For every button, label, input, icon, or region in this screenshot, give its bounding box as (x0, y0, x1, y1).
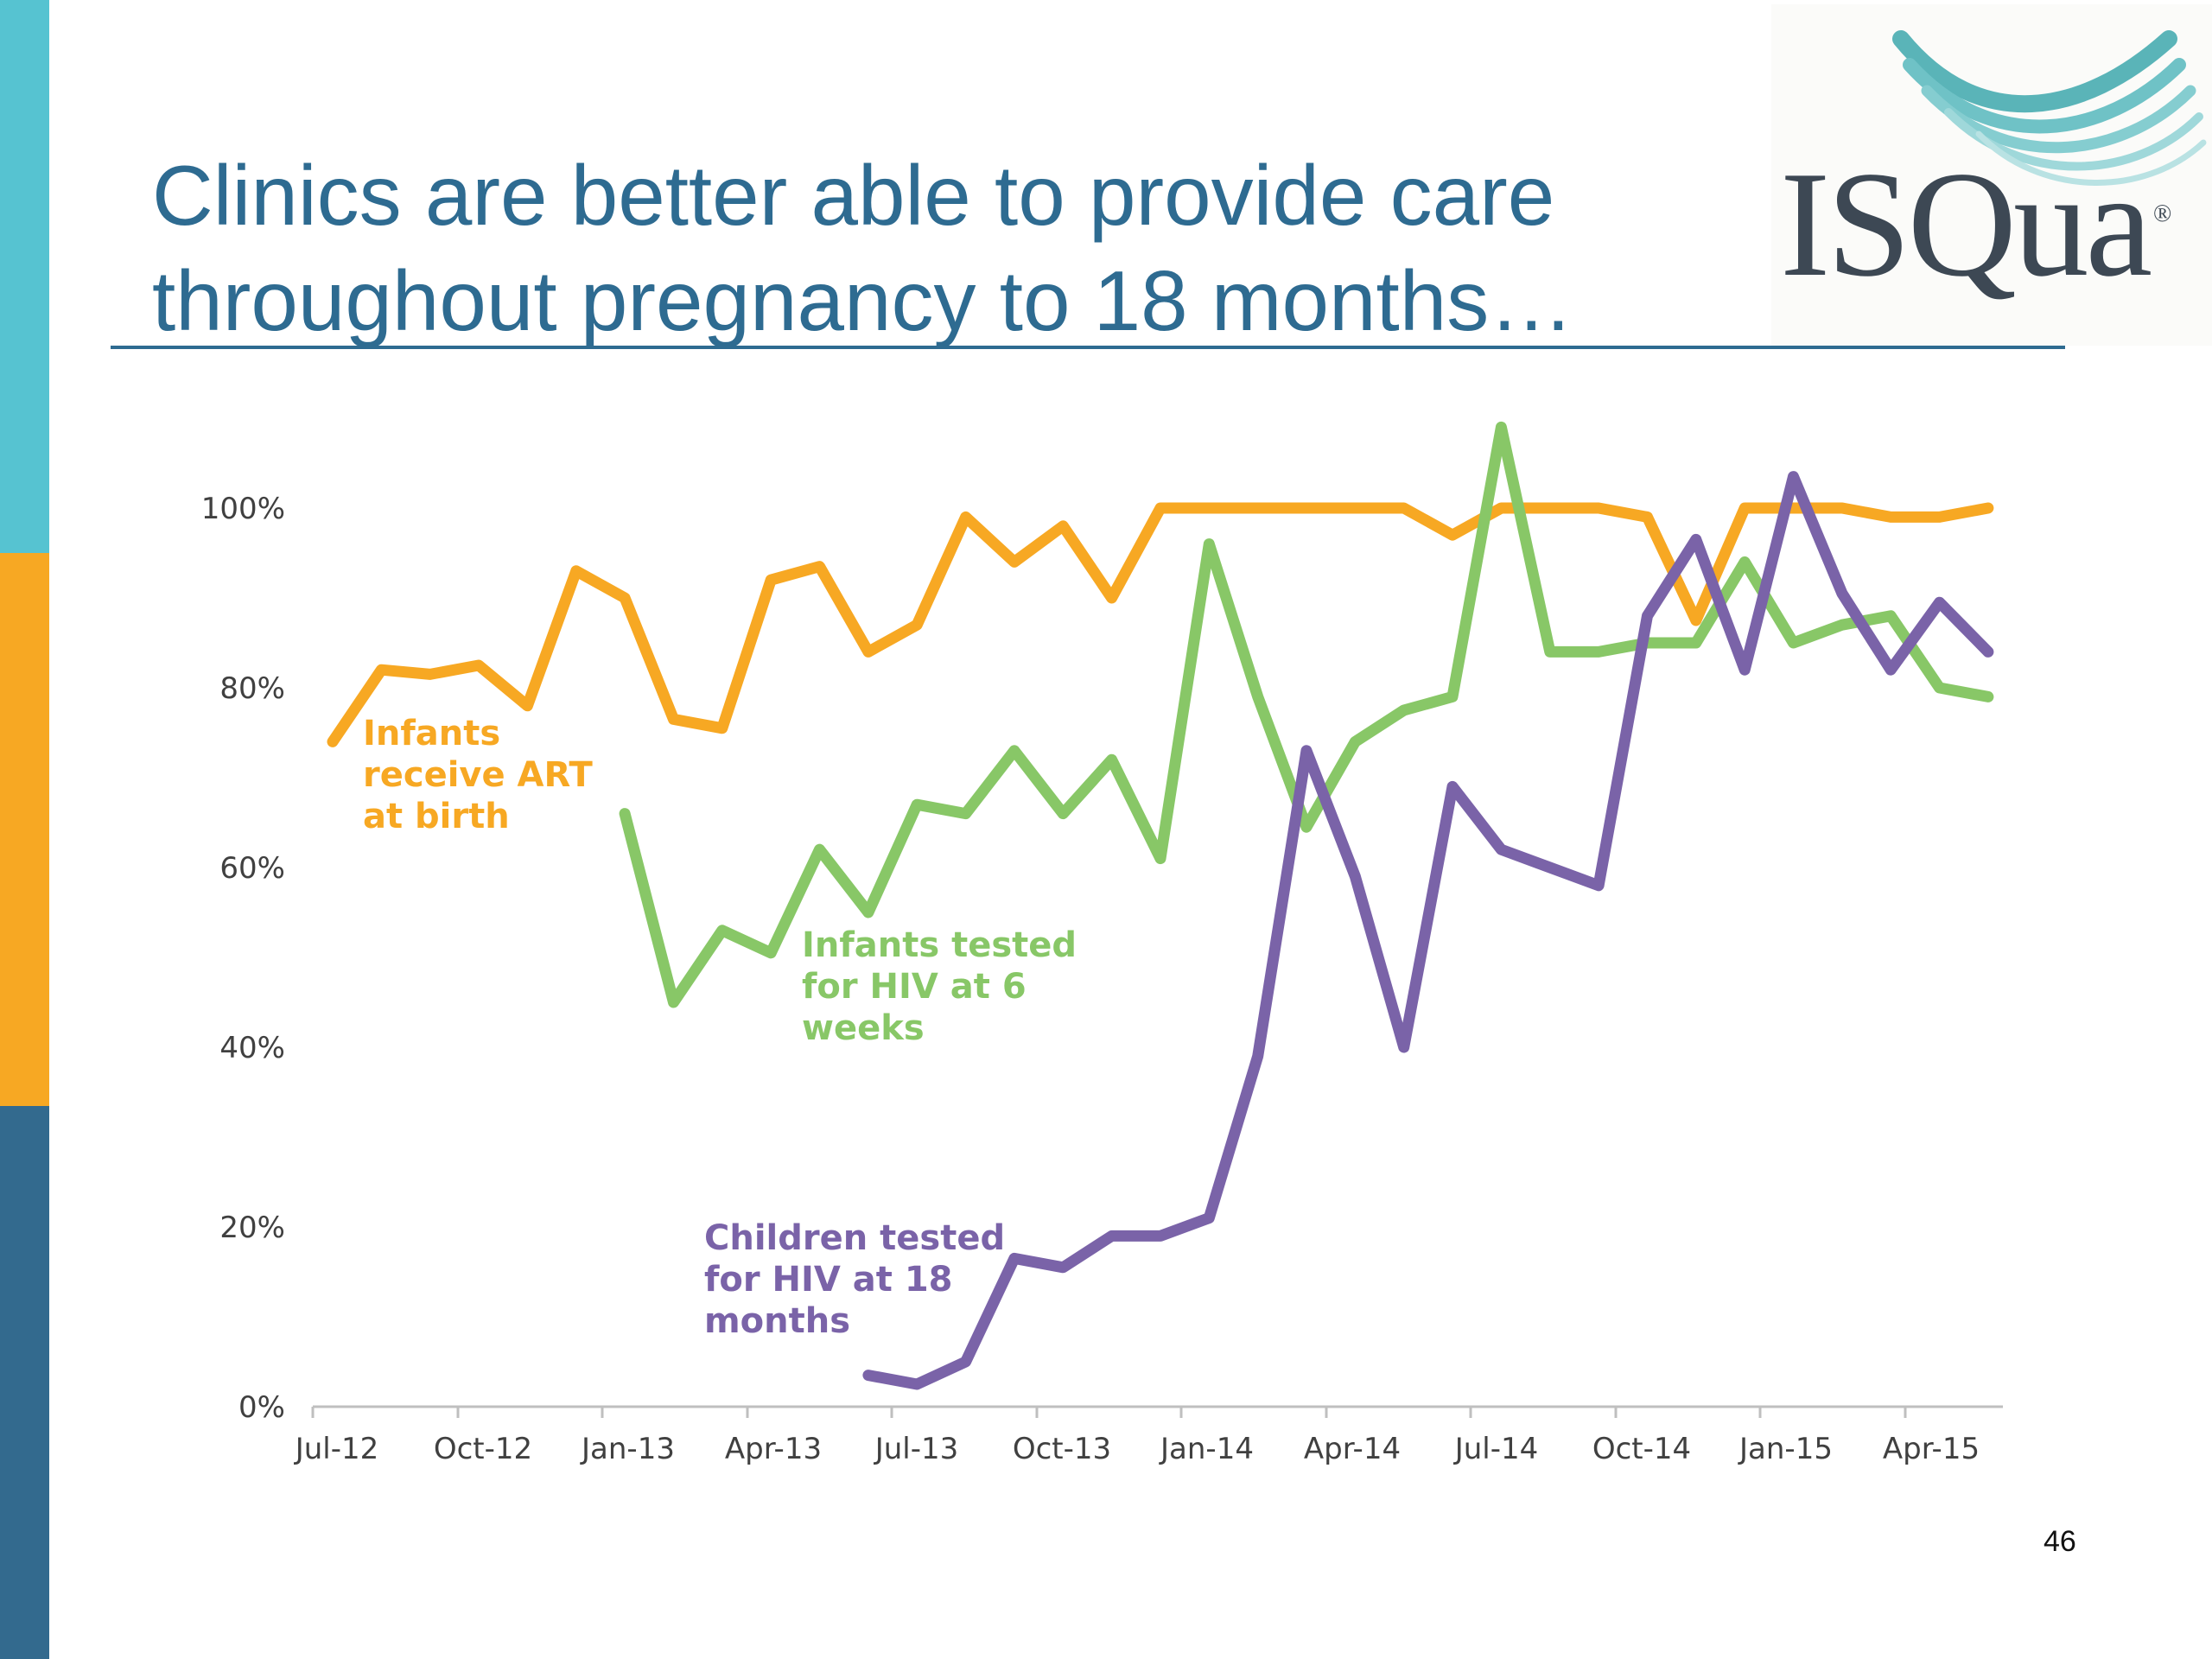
x-tick-label: Jan-13 (580, 1432, 675, 1466)
x-tick-label: Apr-14 (1304, 1432, 1401, 1466)
side-bar-teal (0, 0, 49, 553)
slide-title-line-2: throughout pregnancy to 18 months… (152, 253, 1574, 348)
slide-title-line-1: Clinics are better able to provide care (152, 148, 1555, 243)
series-label-line: for HIV at 6 (802, 967, 1027, 1007)
x-tick-label: Apr-13 (725, 1432, 822, 1466)
x-tick-label: Jul-13 (874, 1432, 959, 1466)
series-line-3 (862, 471, 1994, 1390)
isqua-logo-text: ISQua (1780, 140, 2152, 308)
x-tick-label: Oct-13 (1013, 1432, 1111, 1466)
series-label-line: for HIV at 18 (704, 1260, 952, 1300)
y-tick-label: 0% (238, 1390, 285, 1425)
y-tick-label: 20% (219, 1211, 285, 1245)
series-line-1 (327, 502, 1994, 747)
x-tick-label: Jul-14 (1453, 1432, 1539, 1466)
y-tick-label: 60% (219, 851, 285, 886)
series-label-line: weeks (802, 1008, 925, 1048)
series-label-line: Infants (363, 714, 500, 753)
y-tick-label: 100% (201, 492, 285, 526)
series-label-2: Infants tested for HIV at 6 weeks (802, 925, 1077, 1048)
x-tick-label: Jul-12 (294, 1432, 379, 1466)
side-bar-orange (0, 553, 49, 1106)
y-tick-label: 40% (219, 1031, 285, 1065)
series-label-3: Children tested for HIV at 18 months (704, 1218, 1005, 1341)
x-tick-label: Jan-14 (1159, 1432, 1254, 1466)
side-bar-navy (0, 1106, 49, 1659)
page-number: 46 (2044, 1525, 2076, 1558)
isqua-logo (1771, 4, 2212, 346)
isqua-wave-icon (1892, 30, 2207, 186)
y-tick-label: 80% (219, 671, 285, 706)
series-label-line: months (704, 1301, 850, 1341)
series-label-1: Infants receive ART at birth (363, 714, 593, 836)
series-label-line: Children tested (704, 1218, 1005, 1258)
series-label-line: receive ART (363, 755, 593, 795)
x-tick-label: Jan-15 (1738, 1432, 1833, 1466)
x-tick-label: Oct-12 (434, 1432, 532, 1466)
registered-mark: ® (2153, 200, 2172, 227)
slide-title: Clinics are better able to provide care … (152, 143, 1707, 353)
series-label-line: at birth (363, 797, 510, 836)
x-tick-label: Oct-14 (1592, 1432, 1691, 1466)
title-rule (111, 346, 2065, 349)
x-tick-label: Apr-15 (1883, 1432, 1980, 1466)
series-label-line: Infants tested (802, 925, 1077, 965)
